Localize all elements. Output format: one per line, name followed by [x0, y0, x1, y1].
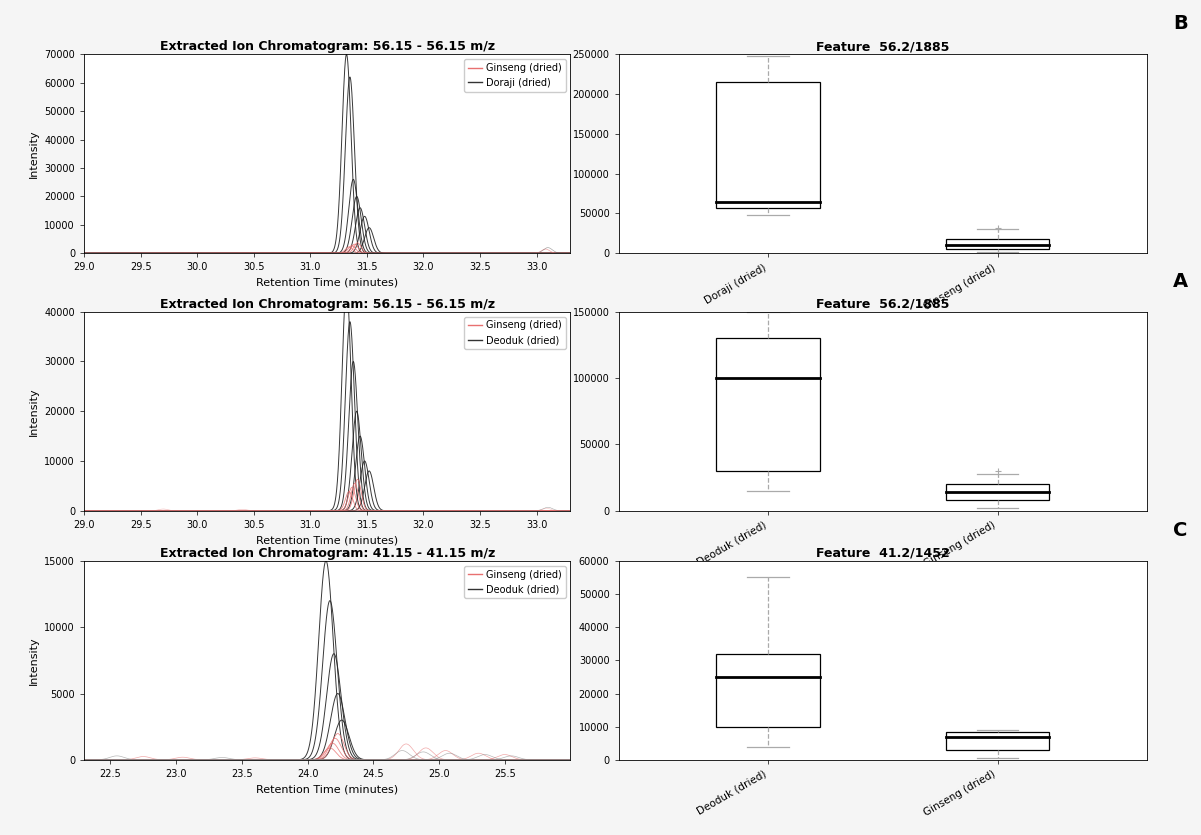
Legend: Ginseng (dried), Doraji (dried): Ginseng (dried), Doraji (dried)	[464, 59, 566, 92]
Title: Extracted Ion Chromatogram: 56.15 - 56.15 m/z: Extracted Ion Chromatogram: 56.15 - 56.1…	[160, 297, 495, 311]
Title: Feature  41.2/1452: Feature 41.2/1452	[815, 547, 950, 559]
Text: A: A	[1173, 272, 1189, 291]
Bar	[946, 731, 1050, 750]
X-axis label: Retention Time (minutes): Retention Time (minutes)	[256, 784, 399, 794]
Legend: Ginseng (dried), Deoduk (dried): Ginseng (dried), Deoduk (dried)	[464, 316, 566, 349]
Title: Feature  56.2/1885: Feature 56.2/1885	[815, 40, 950, 53]
Y-axis label: Intensity: Intensity	[29, 636, 38, 685]
Title: Extracted Ion Chromatogram: 56.15 - 56.15 m/z: Extracted Ion Chromatogram: 56.15 - 56.1…	[160, 40, 495, 53]
Y-axis label: Intensity: Intensity	[29, 129, 38, 178]
Y-axis label: Intensity: Intensity	[29, 387, 38, 436]
Bar	[946, 484, 1050, 500]
Title: Feature  56.2/1885: Feature 56.2/1885	[815, 297, 950, 311]
Title: Extracted Ion Chromatogram: 41.15 - 41.15 m/z: Extracted Ion Chromatogram: 41.15 - 41.1…	[160, 547, 495, 559]
X-axis label: Retention Time (minutes): Retention Time (minutes)	[256, 278, 399, 288]
Bar	[716, 338, 819, 471]
Text: C: C	[1173, 521, 1188, 540]
X-axis label: Retention Time (minutes): Retention Time (minutes)	[256, 535, 399, 545]
Legend: Ginseng (dried), Deoduk (dried): Ginseng (dried), Deoduk (dried)	[464, 565, 566, 599]
Bar	[946, 239, 1050, 250]
Bar	[716, 654, 819, 726]
Text: B: B	[1173, 14, 1188, 33]
Bar	[716, 82, 819, 208]
